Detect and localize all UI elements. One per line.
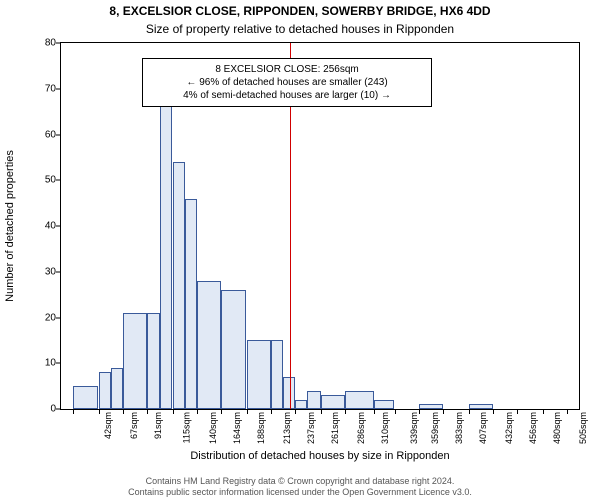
x-tick-mark	[345, 410, 346, 414]
chart-container: 8, EXCELSIOR CLOSE, RIPPONDEN, SOWERBY B…	[0, 0, 600, 500]
x-tick-mark	[543, 410, 544, 414]
x-tick-label: 505sqm	[578, 412, 588, 444]
y-tick-label: 70	[30, 83, 56, 94]
y-tick-label: 20	[30, 312, 56, 323]
y-tick-label: 30	[30, 266, 56, 277]
x-tick-label: 407sqm	[478, 412, 488, 444]
y-tick-label: 40	[30, 221, 56, 232]
y-tick-mark	[56, 134, 60, 135]
histogram-bar	[283, 377, 295, 409]
histogram-bar	[197, 281, 221, 409]
x-tick-label: 359sqm	[430, 412, 440, 444]
histogram-bar	[221, 290, 246, 409]
y-tick-label: 50	[30, 175, 56, 186]
histogram-bar	[295, 400, 307, 409]
x-tick-label: 213sqm	[282, 412, 292, 444]
y-tick-label: 60	[30, 129, 56, 140]
x-tick-label: 286sqm	[356, 412, 366, 444]
histogram-bar	[247, 340, 271, 409]
histogram-bar	[173, 162, 185, 409]
x-tick-mark	[73, 410, 74, 414]
x-tick-label: 310sqm	[380, 412, 390, 444]
y-tick-mark	[56, 317, 60, 318]
annotation-line: 4% of semi-detached houses are larger (1…	[149, 89, 425, 102]
annotation-line: 8 EXCELSIOR CLOSE: 256sqm	[149, 63, 425, 76]
x-tick-label: 91sqm	[153, 412, 163, 439]
histogram-bar	[419, 404, 443, 409]
x-tick-mark	[567, 410, 568, 414]
y-tick-mark	[56, 409, 60, 410]
y-tick-mark	[56, 43, 60, 44]
annotation-box: 8 EXCELSIOR CLOSE: 256sqm← 96% of detach…	[142, 58, 432, 107]
x-tick-label: 164sqm	[232, 412, 242, 444]
x-tick-mark	[221, 410, 222, 414]
x-tick-label: 140sqm	[208, 412, 218, 444]
histogram-bar	[73, 386, 98, 409]
histogram-bar	[469, 404, 493, 409]
x-tick-label: 115sqm	[182, 412, 192, 443]
histogram-bar	[374, 400, 394, 409]
x-tick-mark	[493, 410, 494, 414]
x-tick-mark	[147, 410, 148, 414]
credits-line2: Contains public sector information licen…	[0, 487, 600, 498]
x-tick-label: 456sqm	[528, 412, 538, 444]
chart-title: 8, EXCELSIOR CLOSE, RIPPONDEN, SOWERBY B…	[0, 4, 600, 18]
histogram-bar	[111, 368, 123, 409]
x-tick-mark	[99, 410, 100, 414]
x-tick-label: 339sqm	[409, 412, 419, 444]
x-tick-mark	[295, 410, 296, 414]
y-tick-mark	[56, 271, 60, 272]
x-tick-label: 480sqm	[552, 412, 562, 444]
x-tick-mark	[123, 410, 124, 414]
x-tick-mark	[247, 410, 248, 414]
y-tick-mark	[56, 180, 60, 181]
y-tick-label: 10	[30, 358, 56, 369]
x-tick-mark	[419, 410, 420, 414]
x-tick-label: 42sqm	[103, 412, 113, 439]
x-tick-mark	[517, 410, 518, 414]
histogram-bar	[271, 340, 283, 409]
y-tick-mark	[56, 88, 60, 89]
x-tick-label: 237sqm	[306, 412, 316, 444]
x-tick-mark	[374, 410, 375, 414]
x-tick-mark	[197, 410, 198, 414]
x-tick-mark	[321, 410, 322, 414]
histogram-bar	[345, 391, 374, 409]
y-tick-mark	[56, 226, 60, 227]
x-tick-label: 261sqm	[330, 412, 340, 444]
histogram-bar	[307, 391, 320, 409]
annotation-line: ← 96% of detached houses are smaller (24…	[149, 76, 425, 89]
histogram-bar	[99, 372, 111, 409]
y-tick-label: 80	[30, 38, 56, 49]
x-tick-label: 383sqm	[454, 412, 464, 444]
x-tick-label: 432sqm	[504, 412, 514, 444]
credits-line1: Contains HM Land Registry data © Crown c…	[0, 476, 600, 487]
chart-subtitle: Size of property relative to detached ho…	[0, 22, 600, 36]
histogram-bar	[160, 102, 172, 409]
x-tick-mark	[443, 410, 444, 414]
histogram-bar	[147, 313, 160, 409]
credits: Contains HM Land Registry data © Crown c…	[0, 476, 600, 498]
x-tick-mark	[469, 410, 470, 414]
y-tick-label: 0	[30, 404, 56, 415]
x-tick-label: 188sqm	[256, 412, 266, 444]
x-axis-label: Distribution of detached houses by size …	[60, 450, 580, 462]
x-tick-mark	[271, 410, 272, 414]
x-tick-mark	[173, 410, 174, 414]
histogram-bar	[123, 313, 147, 409]
y-axis-label: Number of detached properties	[4, 150, 16, 302]
plot-area: 8 EXCELSIOR CLOSE: 256sqm← 96% of detach…	[60, 42, 580, 410]
x-tick-mark	[395, 410, 396, 414]
histogram-bar	[321, 395, 345, 409]
histogram-bar	[185, 199, 197, 409]
y-tick-mark	[56, 363, 60, 364]
x-tick-label: 67sqm	[129, 412, 139, 439]
